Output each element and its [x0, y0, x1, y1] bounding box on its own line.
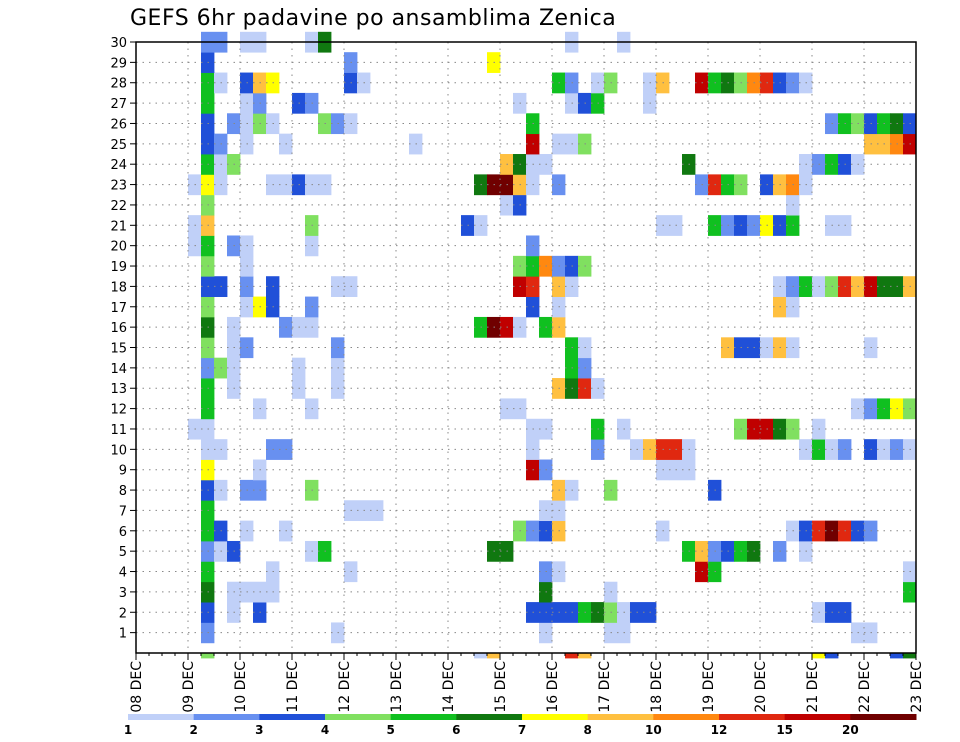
x-tick-label: 09 DEC: [181, 661, 197, 713]
colorbar-segment: [128, 714, 195, 720]
y-tick-label: 12: [110, 403, 127, 418]
colorbar-segment: [522, 714, 589, 720]
y-tick-label: 6: [119, 525, 127, 540]
y-tick-label: 3: [119, 586, 127, 601]
x-tick-label: 15 DEC: [493, 661, 509, 713]
y-tick-label: 30: [110, 36, 127, 51]
y-tick-label: 13: [110, 382, 127, 397]
colorbar-segment: [390, 714, 457, 720]
colorbar-label: 4: [321, 723, 329, 737]
x-tick-label: 13 DEC: [389, 661, 405, 713]
y-tick-label: 1: [119, 627, 127, 642]
colorbar-segment: [653, 714, 720, 720]
y-tick-label: 28: [110, 77, 127, 92]
heatmap-cell: [201, 653, 215, 659]
y-tick-label: 20: [110, 240, 127, 255]
y-tick-label: 2: [119, 606, 127, 621]
heatmap-cell: [578, 653, 592, 659]
heatmap-cell: [903, 653, 917, 659]
x-tick-label: 21 DEC: [805, 661, 821, 713]
colorbar-label: 7: [518, 723, 526, 737]
colorbar-segment: [259, 714, 326, 720]
y-tick-label: 22: [110, 199, 127, 214]
heatmap-cell: [825, 653, 839, 659]
x-tick-label: 23 DEC: [909, 661, 925, 713]
x-tick-label: 11 DEC: [285, 661, 301, 713]
heatmap-cell: [474, 653, 488, 659]
y-tick-label: 27: [110, 97, 127, 112]
colorbar-segment: [850, 714, 917, 720]
x-tick-label: 16 DEC: [545, 661, 561, 713]
y-tick-label: 26: [110, 117, 127, 132]
colorbar-label: 5: [386, 723, 394, 737]
colorbar-label: 1: [124, 723, 132, 737]
y-tick-label: 10: [110, 443, 127, 458]
colorbar-segment: [784, 714, 851, 720]
colorbar-segment: [456, 714, 523, 720]
heatmap-cell: [487, 653, 501, 659]
colorbar-segment: [719, 714, 786, 720]
x-tick-label: 18 DEC: [649, 661, 665, 713]
colorbar-segment: [325, 714, 392, 720]
x-tick-label: 14 DEC: [441, 661, 457, 713]
colorbar-label: 12: [711, 723, 728, 737]
colorbar-label: 3: [255, 723, 263, 737]
y-tick-label: 29: [110, 56, 127, 71]
y-tick-label: 15: [110, 342, 127, 357]
x-axis: 08 DEC 09 DEC 10 DEC 11 DEC 12 DEC 13 DEC 14 D…: [129, 653, 925, 713]
colorbar-segment: [193, 714, 260, 720]
x-tick-label: 17 DEC: [597, 661, 613, 713]
y-axis: 1234567891011121314151617181920212223242…: [110, 36, 136, 642]
y-tick-label: 14: [110, 362, 127, 377]
y-tick-label: 11: [110, 423, 127, 438]
y-tick-label: 7: [119, 504, 127, 519]
heatmap-cell: [812, 653, 826, 659]
y-tick-label: 4: [119, 566, 127, 581]
x-tick-label: 22 DEC: [857, 661, 873, 713]
chart-title: GEFS 6hr padavine po ansamblima Zenica: [130, 6, 617, 31]
colorbar-label: 10: [645, 723, 662, 737]
colorbar-label: 6: [452, 723, 460, 737]
heatmap-cell: [565, 653, 579, 659]
colorbar-label: 15: [776, 723, 793, 737]
grid-layer: [136, 42, 916, 653]
y-tick-label: 8: [119, 484, 127, 499]
x-tick-label: 19 DEC: [701, 661, 717, 713]
y-tick-label: 9: [119, 464, 127, 479]
x-tick-label: 12 DEC: [337, 661, 353, 713]
heatmap-cell: [890, 653, 904, 659]
x-tick-label: 10 DEC: [233, 661, 249, 713]
x-tick-label: 20 DEC: [753, 661, 769, 713]
colorbar-segment: [587, 714, 654, 720]
cell-layer: [188, 31, 917, 659]
colorbar-label: 20: [842, 723, 859, 737]
y-tick-label: 23: [110, 179, 127, 194]
y-tick-label: 18: [110, 280, 127, 295]
y-tick-label: 16: [110, 321, 127, 336]
y-tick-label: 24: [110, 158, 127, 173]
y-tick-label: 19: [110, 260, 127, 275]
colorbar-label: 2: [189, 723, 197, 737]
colorbar: 1 2 3 4 5 6 7 8 10 12 15 20: [124, 714, 917, 737]
x-tick-label: 08 DEC: [129, 661, 145, 713]
y-tick-label: 17: [110, 301, 127, 316]
y-tick-label: 5: [119, 545, 127, 560]
colorbar-label: 8: [583, 723, 591, 737]
y-tick-label: 21: [110, 219, 127, 234]
y-tick-label: 25: [110, 138, 127, 153]
